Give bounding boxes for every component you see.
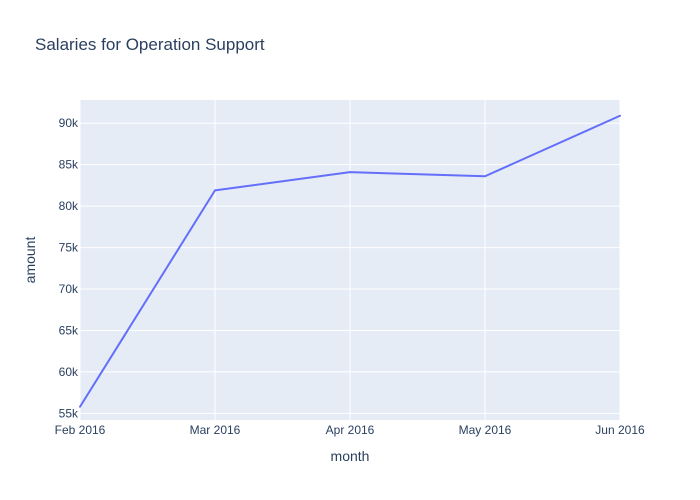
x-tick-label: May 2016 (459, 423, 512, 437)
x-axis-title: month (331, 448, 370, 464)
x-tick-label: Jun 2016 (595, 423, 645, 437)
chart-title: Salaries for Operation Support (35, 35, 265, 54)
x-tick-label: Mar 2016 (190, 423, 241, 437)
data-point (483, 174, 488, 179)
y-tick-label: 55k (59, 406, 79, 420)
y-axis-title: amount (22, 237, 38, 284)
y-axis-ticks: 55k 60k 65k 70k 75k 80k 85k 90k (59, 116, 79, 420)
x-tick-label: Apr 2016 (326, 423, 375, 437)
x-tick-label: Feb 2016 (55, 423, 106, 437)
y-tick-label: 80k (59, 199, 79, 213)
y-tick-label: 90k (59, 116, 79, 130)
x-axis-ticks: Feb 2016 Mar 2016 Apr 2016 May 2016 Jun 2016 (55, 423, 645, 437)
series-layer (78, 113, 623, 409)
series-line (79, 114, 621, 408)
data-point (618, 113, 623, 118)
data-point (213, 188, 218, 193)
y-tick-label: 70k (59, 282, 79, 296)
data-point (348, 170, 353, 175)
y-tick-label: 65k (59, 323, 79, 337)
data-point (78, 404, 83, 409)
y-tick-label: 60k (59, 365, 79, 379)
gridlines (79, 100, 621, 420)
y-tick-label: 85k (59, 158, 79, 172)
y-tick-label: 75k (59, 241, 79, 255)
